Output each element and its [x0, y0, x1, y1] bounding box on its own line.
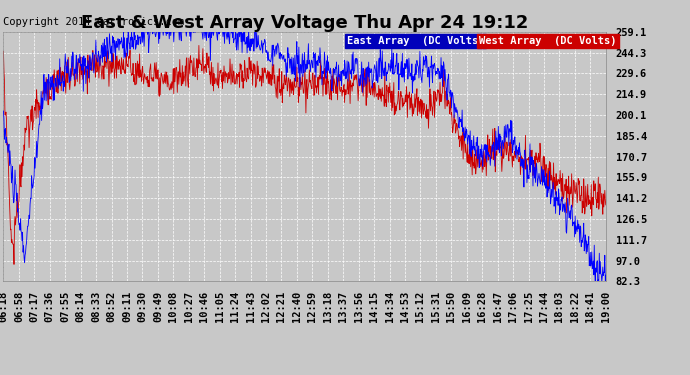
Text: West Array  (DC Volts): West Array (DC Volts)	[480, 36, 617, 46]
Title: East & West Array Voltage Thu Apr 24 19:12: East & West Array Voltage Thu Apr 24 19:…	[81, 14, 529, 32]
Text: Copyright 2014 Cartronics.com: Copyright 2014 Cartronics.com	[3, 17, 185, 27]
Text: East Array  (DC Volts): East Array (DC Volts)	[347, 36, 484, 46]
